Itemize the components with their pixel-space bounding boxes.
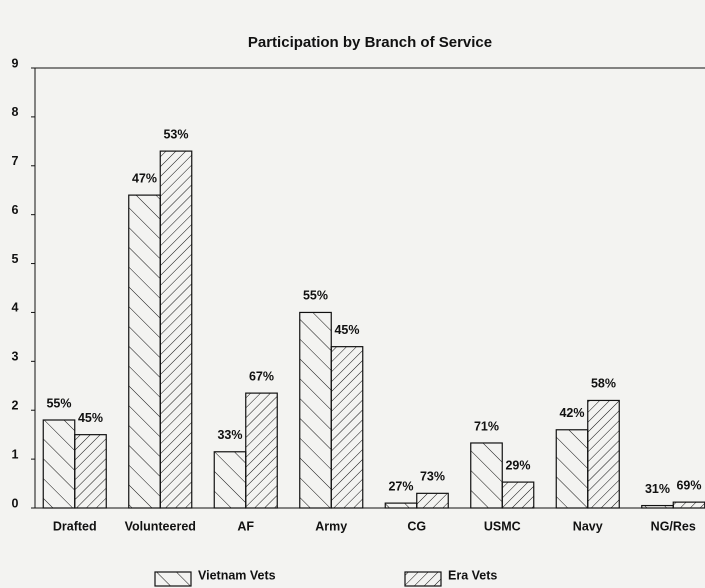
share-label: 55% <box>46 396 71 410</box>
bar <box>416 492 449 509</box>
share-label: 67% <box>249 369 274 383</box>
bar <box>330 346 364 509</box>
x-tick-label: Volunteered <box>125 519 196 533</box>
x-tick-label: Army <box>315 519 347 533</box>
bar <box>470 442 503 509</box>
legend-swatch <box>404 571 442 587</box>
share-label: 71% <box>474 419 499 433</box>
bar <box>128 194 161 509</box>
bar <box>159 150 193 509</box>
y-tick-label: 8 <box>12 105 19 119</box>
x-tick-label: Navy <box>573 519 603 533</box>
legend-label: Era Vets <box>448 568 497 582</box>
share-label: 55% <box>303 289 328 303</box>
bar <box>555 429 589 509</box>
bar <box>245 392 278 509</box>
share-label: 29% <box>505 458 530 472</box>
bar <box>42 419 76 509</box>
bar <box>672 501 705 509</box>
bar <box>74 434 107 509</box>
share-label: 27% <box>388 479 413 493</box>
share-label: 45% <box>78 411 103 425</box>
x-tick-label: Drafted <box>53 519 97 533</box>
share-label: 53% <box>163 127 188 141</box>
bar <box>587 399 620 509</box>
y-tick-label: 4 <box>12 301 19 315</box>
share-label: 69% <box>676 478 701 492</box>
bar <box>501 481 535 509</box>
x-tick-label: NG/Res <box>651 519 696 533</box>
legend-label: Vietnam Vets <box>198 568 276 582</box>
bar <box>299 311 332 509</box>
share-label: 45% <box>334 323 359 337</box>
legend-swatch <box>154 571 192 587</box>
y-tick-label: 9 <box>12 56 19 70</box>
chart-title: Participation by Branch of Service <box>248 34 492 51</box>
y-tick-label: 3 <box>12 350 19 364</box>
share-label: 73% <box>420 470 445 484</box>
x-tick-label: USMC <box>484 519 521 533</box>
bar <box>213 451 247 509</box>
y-tick-label: 0 <box>12 496 19 510</box>
share-label: 31% <box>645 482 670 496</box>
share-label: 58% <box>591 377 616 391</box>
y-tick-label: 5 <box>12 252 19 266</box>
y-tick-label: 7 <box>12 154 19 168</box>
y-tick-label: 6 <box>12 203 19 217</box>
y-tick-label: 1 <box>12 447 19 461</box>
x-tick-label: CG <box>407 519 426 533</box>
bar <box>641 504 674 509</box>
x-tick-label: AF <box>237 519 254 533</box>
bar <box>384 502 418 509</box>
share-label: 33% <box>217 428 242 442</box>
y-tick-label: 2 <box>12 399 19 413</box>
share-label: 47% <box>132 171 157 185</box>
share-label: 42% <box>559 406 584 420</box>
